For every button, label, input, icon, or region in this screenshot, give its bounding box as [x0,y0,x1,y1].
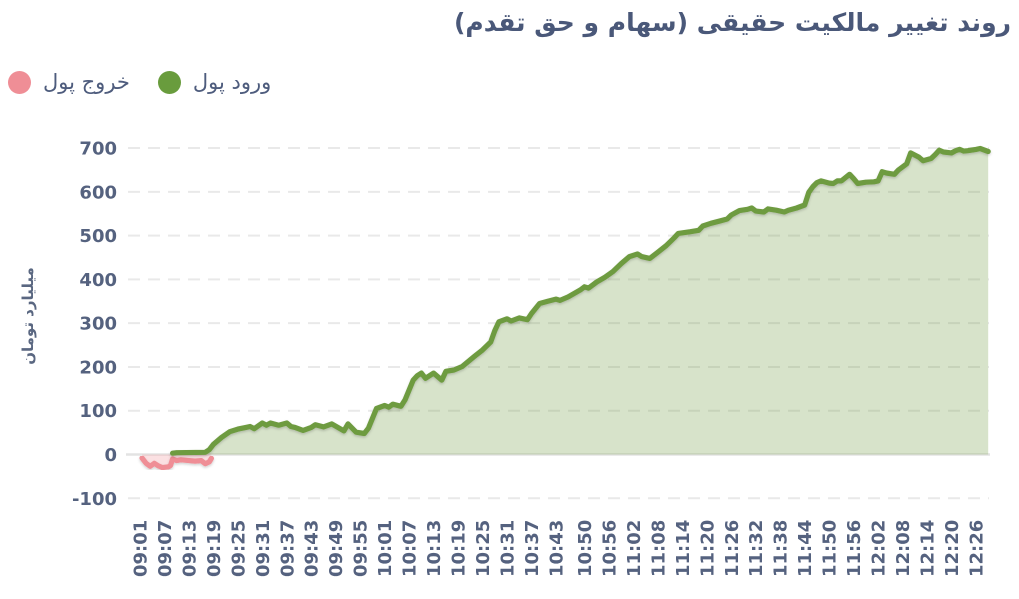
svg-text:09:13: 09:13 [179,520,200,577]
svg-text:300: 300 [79,314,117,335]
svg-text:200: 200 [79,357,117,378]
y-axis-labels: 700 600 500 400 300 200 100 0 -100 [72,139,117,510]
svg-text:12:26: 12:26 [966,520,987,577]
svg-text:09:07: 09:07 [155,520,176,577]
inflow-line [170,145,991,456]
legend-item-inflow[interactable]: ورود پول [157,70,272,94]
svg-text:11:38: 11:38 [771,520,792,577]
svg-text:09:55: 09:55 [351,520,372,577]
svg-text:0: 0 [104,445,117,466]
svg-text:10:31: 10:31 [497,520,518,577]
svg-text:09:31: 09:31 [253,520,274,577]
outflow-swatch-icon [8,70,31,94]
svg-text:11:20: 11:20 [697,520,718,577]
svg-text:10:56: 10:56 [599,520,620,577]
x-axis-labels: 09:01 09:07 09:13 09:19 09:25 09:31 09:37 09:43… [130,520,987,577]
svg-text:700: 700 [79,139,117,160]
svg-text:10:01: 10:01 [375,520,396,577]
svg-text:09:37: 09:37 [277,520,298,577]
chart-title: روند تغییر مالکیت حقیقی (سهام و حق تقدم) [454,8,1011,37]
svg-text:12:02: 12:02 [869,520,890,577]
svg-text:-100: -100 [72,489,117,510]
svg-text:12:14: 12:14 [918,520,939,577]
svg-text:09:49: 09:49 [326,520,347,577]
svg-text:11:50: 11:50 [820,520,841,577]
svg-text:09:19: 09:19 [204,520,225,577]
svg-text:11:56: 11:56 [844,520,865,577]
svg-text:600: 600 [79,182,117,203]
legend-label-inflow: ورود پول [192,70,272,94]
svg-text:11:08: 11:08 [648,520,669,577]
svg-text:10:07: 10:07 [400,520,421,577]
svg-text:10:25: 10:25 [473,520,494,577]
svg-text:12:08: 12:08 [893,520,914,577]
svg-text:09:25: 09:25 [228,520,249,577]
legend-item-outflow[interactable]: خروج پول [8,70,130,94]
svg-text:09:43: 09:43 [302,520,323,577]
svg-text:100: 100 [79,401,117,422]
svg-text:10:37: 10:37 [522,520,543,577]
svg-text:11:02: 11:02 [624,520,645,577]
inflow-swatch-icon [157,70,181,94]
svg-text:10:50: 10:50 [575,520,596,577]
y-axis-title: میلیارد تومان [19,267,37,365]
svg-text:11:32: 11:32 [746,520,767,577]
gridlines [128,147,989,500]
svg-text:400: 400 [79,270,117,291]
svg-text:10:19: 10:19 [449,520,470,577]
legend: ورود پول خروج پول [8,70,271,94]
svg-text:10:43: 10:43 [546,520,567,577]
outflow-line [139,455,214,471]
svg-text:500: 500 [79,226,117,247]
svg-text:11:14: 11:14 [673,520,694,577]
svg-text:12:20: 12:20 [942,520,963,577]
svg-text:11:26: 11:26 [722,520,743,577]
svg-text:09:01: 09:01 [130,520,151,577]
inflow-area [172,148,989,455]
legend-label-outflow: خروج پول [43,70,130,94]
svg-text:11:44: 11:44 [795,520,816,577]
svg-text:10:13: 10:13 [424,520,445,577]
